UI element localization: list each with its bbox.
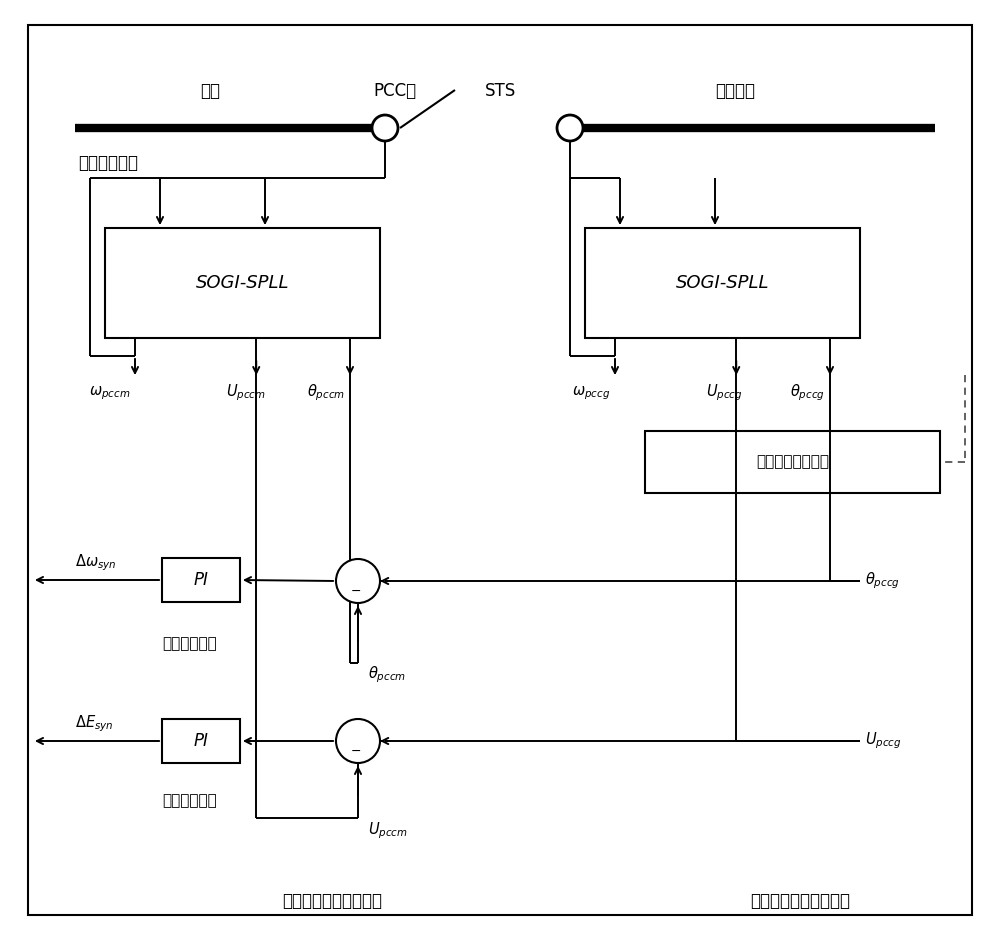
Text: $\theta_{pccm}$: $\theta_{pccm}$ [368, 665, 406, 686]
Text: −: − [351, 585, 361, 598]
Text: PI: PI [194, 732, 208, 750]
Text: 微网: 微网 [200, 82, 220, 100]
Text: −: − [351, 745, 361, 757]
Text: $U_{pccm}$: $U_{pccm}$ [368, 820, 408, 841]
Circle shape [372, 115, 398, 141]
Text: $\theta_{pccg}$: $\theta_{pccg}$ [865, 571, 900, 591]
Circle shape [336, 719, 380, 763]
Text: PI: PI [194, 571, 208, 589]
Bar [162, 719, 240, 763]
Bar [162, 558, 240, 602]
Text: 相角偏差控制: 相角偏差控制 [163, 637, 217, 652]
Text: 信号检测单元: 信号检测单元 [78, 154, 138, 172]
Text: 合闸信号控制单元: 合闸信号控制单元 [756, 455, 829, 470]
Text: $\omega_{pccm}$: $\omega_{pccm}$ [89, 384, 130, 402]
Circle shape [557, 115, 583, 141]
Text: $\theta_{pccm}$: $\theta_{pccm}$ [307, 383, 345, 404]
Text: $\Delta\omega_{syn}$: $\Delta\omega_{syn}$ [75, 553, 116, 573]
Text: SOGI-SPLL: SOGI-SPLL [676, 274, 769, 292]
Text: $\omega_{pccg}$: $\omega_{pccg}$ [572, 384, 610, 402]
Text: $U_{pccm}$: $U_{pccm}$ [226, 383, 266, 404]
Text: PCC点: PCC点 [373, 82, 417, 100]
Bar [105, 228, 380, 338]
Bar [55, 150, 965, 375]
Text: STS: STS [484, 82, 516, 100]
Text: $U_{pccg}$: $U_{pccg}$ [865, 731, 902, 752]
Text: $\theta_{pccg}$: $\theta_{pccg}$ [790, 383, 825, 404]
Text: SOGI-SPLL: SOGI-SPLL [196, 274, 289, 292]
Text: 微电网预同期控制单元: 微电网预同期控制单元 [283, 892, 382, 910]
Circle shape [336, 559, 380, 603]
Bar [645, 431, 940, 493]
Bar [585, 228, 860, 338]
Text: $U_{pccg}$: $U_{pccg}$ [706, 383, 743, 404]
Text: $\Delta E_{syn}$: $\Delta E_{syn}$ [75, 714, 113, 735]
Bar [55, 473, 610, 878]
Text: 电压偏差控制: 电压偏差控制 [163, 793, 217, 808]
Text: 外部电网: 外部电网 [715, 82, 755, 100]
Text: 微电网预同期控制系统: 微电网预同期控制系统 [750, 892, 850, 910]
